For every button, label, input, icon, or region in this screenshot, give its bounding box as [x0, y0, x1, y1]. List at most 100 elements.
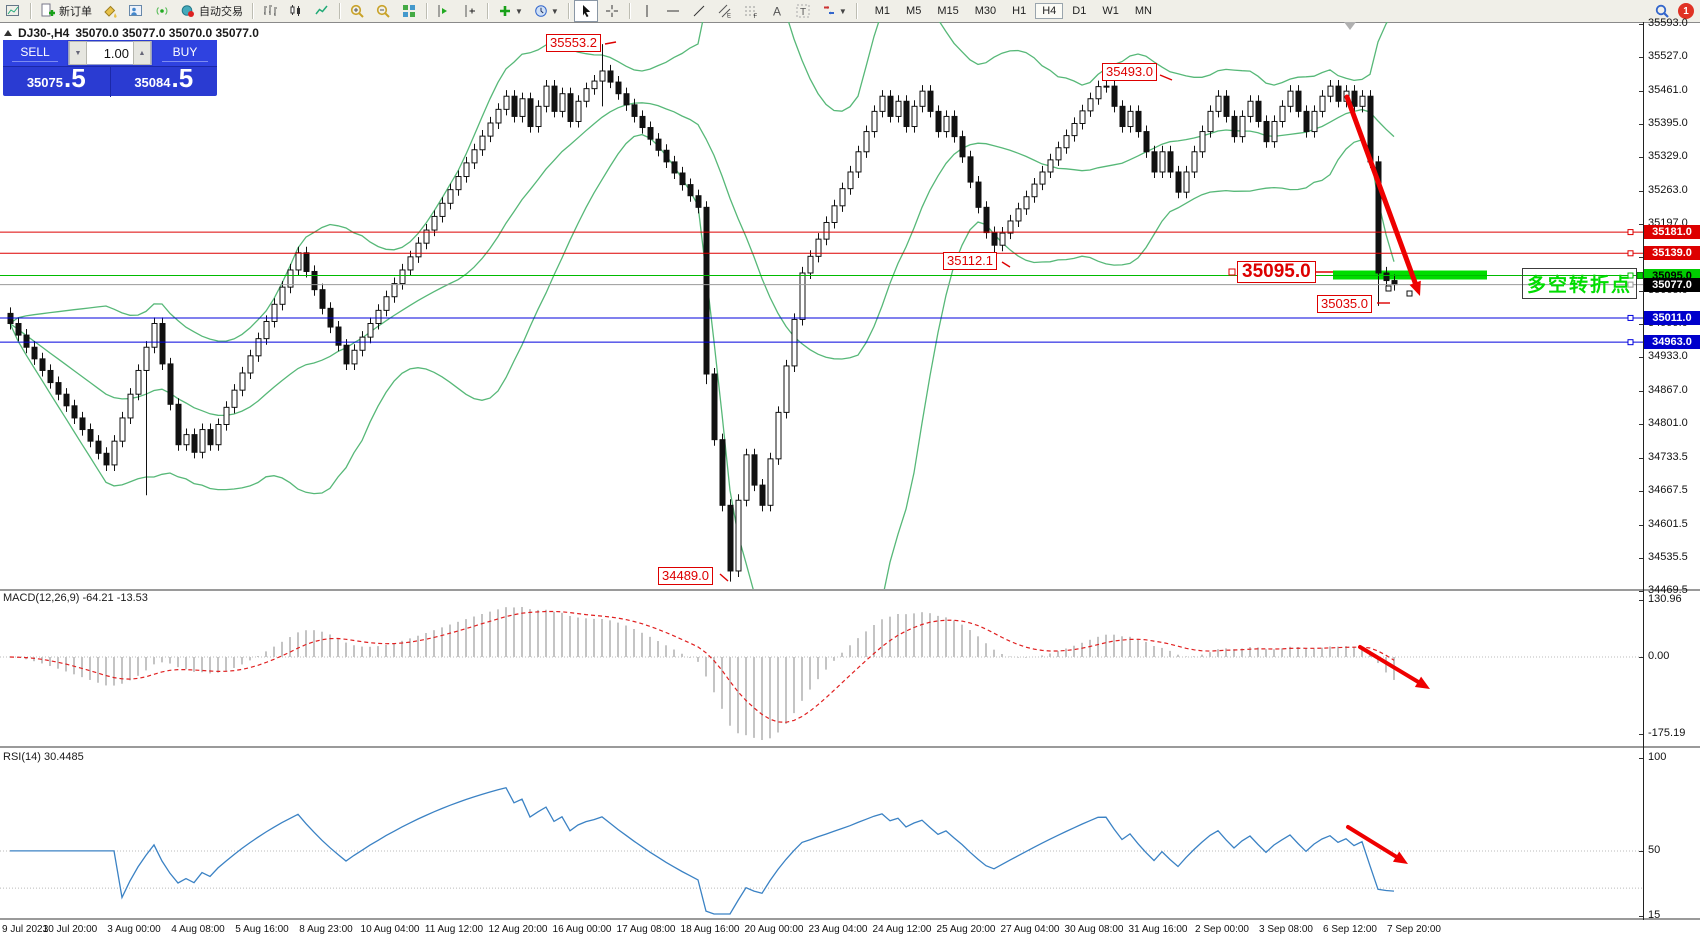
symbol-info: DJ30-,H4 35070.0 35077.0 35070.0 35077.0: [4, 26, 259, 40]
price-label-34489[interactable]: 34489.0: [658, 567, 713, 585]
signal-icon[interactable]: [150, 0, 174, 22]
horizontal-line-icon[interactable]: [661, 0, 685, 22]
volume-increase-button[interactable]: ▲: [133, 41, 151, 65]
notification-badge[interactable]: 1: [1678, 3, 1694, 19]
sell-price[interactable]: 35075 .5: [26, 63, 86, 93]
svg-text:E: E: [727, 14, 731, 20]
time-tick: 25 Aug 20:00: [936, 924, 996, 935]
arrows-tool-icon[interactable]: ▼: [817, 0, 851, 22]
trendline-icon[interactable]: [687, 0, 711, 22]
crosshair-icon[interactable]: [600, 0, 624, 22]
timeframe-w1-button[interactable]: W1: [1102, 5, 1119, 17]
time-tick: 3 Aug 00:00: [107, 924, 161, 935]
time-tick: 6 Sep 12:00: [1323, 924, 1377, 935]
one-click-trade-panel: SELL ▼ 1.00 ▲ BUY 35075 .5 35084 .5: [3, 40, 217, 97]
toolbar-separator: [855, 3, 857, 19]
toolbar-separator: [252, 3, 253, 19]
price-label-35035[interactable]: 35035.0: [1317, 295, 1372, 313]
rsi-panel-canvas[interactable]: [0, 748, 1700, 918]
chart-shift-icon[interactable]: [458, 0, 482, 22]
period-clock-icon[interactable]: ▼: [529, 0, 563, 22]
volume-decrease-button[interactable]: ▼: [69, 41, 87, 65]
toolbar: 新订单 自动交易 ▼ ▼ E F A T ▼ M1 M5 M15 M30 H1 H4 D1 W1 MN 1: [0, 0, 1700, 23]
price-tick: 35461.0: [1648, 83, 1688, 96]
volume-input[interactable]: 1.00: [87, 42, 133, 64]
cursor-icon[interactable]: [573, 0, 598, 22]
text-icon[interactable]: A: [765, 0, 789, 22]
timeframe-d1-button[interactable]: D1: [1072, 5, 1087, 17]
price-label-35112[interactable]: 35112.1: [943, 252, 998, 270]
timeframe-m15-button[interactable]: M15: [937, 5, 959, 17]
time-tick: 2 Sep 00:00: [1195, 924, 1249, 935]
zoom-in-icon[interactable]: [345, 0, 369, 22]
macd-label: MACD(12,26,9) -64.21 -13.53: [3, 592, 148, 604]
price-label-35095[interactable]: 35095.0: [1237, 261, 1316, 283]
rsi-label: RSI(14) 30.4485: [3, 751, 84, 763]
tile-windows-icon[interactable]: [397, 0, 421, 22]
time-tick: 20 Aug 00:00: [744, 924, 804, 935]
time-tick: 31 Aug 16:00: [1128, 924, 1188, 935]
price-badge-34963.0: 34963.0: [1644, 335, 1700, 350]
styles-bucket-icon[interactable]: [98, 0, 122, 22]
buy-price[interactable]: 35084 .5: [134, 63, 194, 93]
svg-text:A: A: [773, 5, 781, 19]
buy-button[interactable]: BUY: [153, 40, 217, 66]
main-chart-canvas[interactable]: [0, 22, 1700, 589]
time-tick: 8 Aug 23:00: [299, 924, 353, 935]
vertical-line-icon[interactable]: [635, 0, 659, 22]
new-order-button[interactable]: 新订单: [36, 0, 96, 22]
main-macd-divider[interactable]: [0, 589, 1700, 591]
svg-text:T: T: [800, 7, 806, 18]
rsi-tick: 100: [1648, 751, 1667, 763]
price-tick: 34469.5: [1648, 584, 1688, 597]
candlestick-chart-icon[interactable]: [284, 0, 308, 22]
time-tick: 3 Sep 08:00: [1259, 924, 1313, 935]
time-tick: 30 Jul 20:00: [42, 924, 98, 935]
price-tick: 34667.5: [1648, 484, 1688, 497]
svg-text:F: F: [753, 14, 757, 19]
price-tick: 34601.5: [1648, 517, 1688, 530]
price-tick: 34933.0: [1648, 350, 1688, 363]
timeframe-h1-button[interactable]: H1: [1012, 5, 1027, 17]
sell-button[interactable]: SELL: [3, 40, 67, 66]
price-tick: 35593.0: [1648, 17, 1688, 29]
time-tick: 23 Aug 04:00: [808, 924, 868, 935]
fibonacci-icon[interactable]: F: [739, 0, 763, 22]
price-tick: 34733.5: [1648, 451, 1688, 464]
timeframe-h4-button[interactable]: H4: [1035, 3, 1064, 19]
add-indicator-icon[interactable]: ▼: [493, 0, 527, 22]
price-badge-35139.0: 35139.0: [1644, 246, 1700, 261]
price-tick: 35263.0: [1648, 183, 1688, 196]
bar-chart-icon[interactable]: [258, 0, 282, 22]
macd-rsi-divider[interactable]: [0, 746, 1700, 748]
price-label-35553[interactable]: 35553.2: [546, 34, 601, 52]
rsi-tick: 50: [1648, 843, 1661, 856]
price-tick: 34801.0: [1648, 417, 1688, 429]
equidistant-channel-icon[interactable]: E: [713, 0, 737, 22]
price-axis-line: [1643, 22, 1644, 920]
time-tick: 4 Aug 08:00: [171, 924, 225, 935]
macd-panel-canvas[interactable]: [0, 591, 1700, 746]
auto-trading-button[interactable]: 自动交易: [176, 0, 247, 22]
timeframe-m30-button[interactable]: M30: [974, 5, 997, 17]
chart-window-icon[interactable]: [1, 0, 25, 22]
time-tick: 10 Aug 04:00: [360, 924, 420, 935]
time-tick: 30 Aug 08:00: [1064, 924, 1124, 935]
price-badge-35181.0: 35181.0: [1644, 225, 1700, 240]
auto-scroll-icon[interactable]: [432, 0, 456, 22]
timeframe-mn-button[interactable]: MN: [1134, 5, 1152, 17]
time-tick: 17 Aug 08:00: [616, 924, 676, 935]
text-label-icon[interactable]: T: [791, 0, 815, 22]
search-icon[interactable]: [1654, 3, 1670, 19]
line-chart-icon[interactable]: [310, 0, 334, 22]
price-label-35493[interactable]: 35493.0: [1102, 63, 1157, 81]
profile-icon[interactable]: [124, 0, 148, 22]
symbol-name: DJ30-,H4: [18, 26, 70, 40]
rsi-timeaxis-divider: [0, 918, 1700, 920]
timeframe-m1-button[interactable]: M1: [874, 5, 891, 17]
zoom-out-icon[interactable]: [371, 0, 395, 22]
time-tick: 9 Jul 2021: [2, 924, 49, 935]
timeframe-m5-button[interactable]: M5: [906, 5, 922, 17]
turning-point-note[interactable]: 多空转折点: [1522, 268, 1638, 299]
time-tick: 7 Sep 20:00: [1387, 924, 1441, 935]
